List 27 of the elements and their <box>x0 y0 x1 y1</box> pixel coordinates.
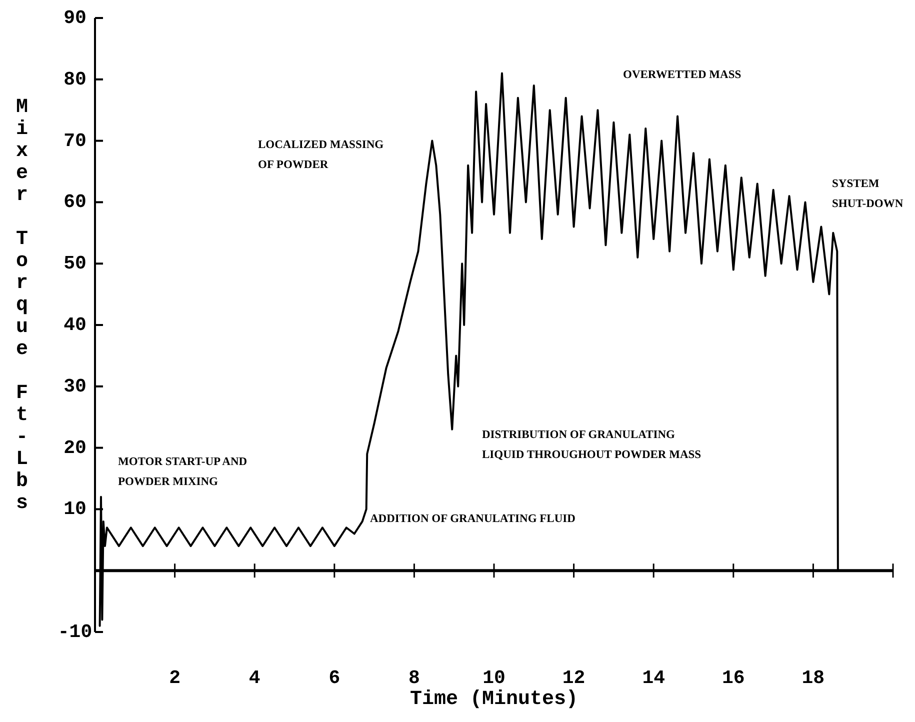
annotation: LOCALIZED MASSING OF POWDER <box>258 139 384 171</box>
x-tick-label: 14 <box>642 667 666 689</box>
x-tick-label: 8 <box>408 667 420 689</box>
y-tick-label: 60 <box>64 191 86 214</box>
x-tick-label: 2 <box>169 667 181 689</box>
y-tick-label: 50 <box>64 252 86 275</box>
y-tick-label: 90 <box>64 7 86 29</box>
x-tick-label: 12 <box>562 667 586 689</box>
y-tick-label: -10 <box>58 621 92 643</box>
annotation: OVERWETTED MASS <box>623 69 742 81</box>
y-tick-label: 30 <box>64 375 86 398</box>
y-tick-label: 20 <box>64 436 86 459</box>
x-tick-label: 10 <box>482 667 506 689</box>
x-tick-label: 18 <box>802 667 825 689</box>
x-tick-label: 4 <box>248 667 260 689</box>
annotation: ADDITION OF GRANULATING FLUID <box>370 513 576 525</box>
y-tick-label: 40 <box>64 314 86 336</box>
y-tick-label: 80 <box>64 68 86 90</box>
text: Mixer Torque Ft-Lbs <box>16 96 28 515</box>
x-tick-label: 6 <box>328 667 340 689</box>
annotation: MOTOR START-UP AND POWDER MIXING <box>118 456 248 488</box>
x-tick-label: 16 <box>722 667 745 689</box>
annotation: SYSTEM SHUT-DOWN <box>832 178 904 210</box>
y-tick-label: 70 <box>64 130 86 152</box>
y-tick-label: 10 <box>64 498 86 520</box>
x-axis-title: Time (Minutes) <box>410 688 578 711</box>
annotation: DISTRIBUTION OF GRANULATING LIQUID THROUGHOUT POWDER MASS <box>482 429 702 461</box>
